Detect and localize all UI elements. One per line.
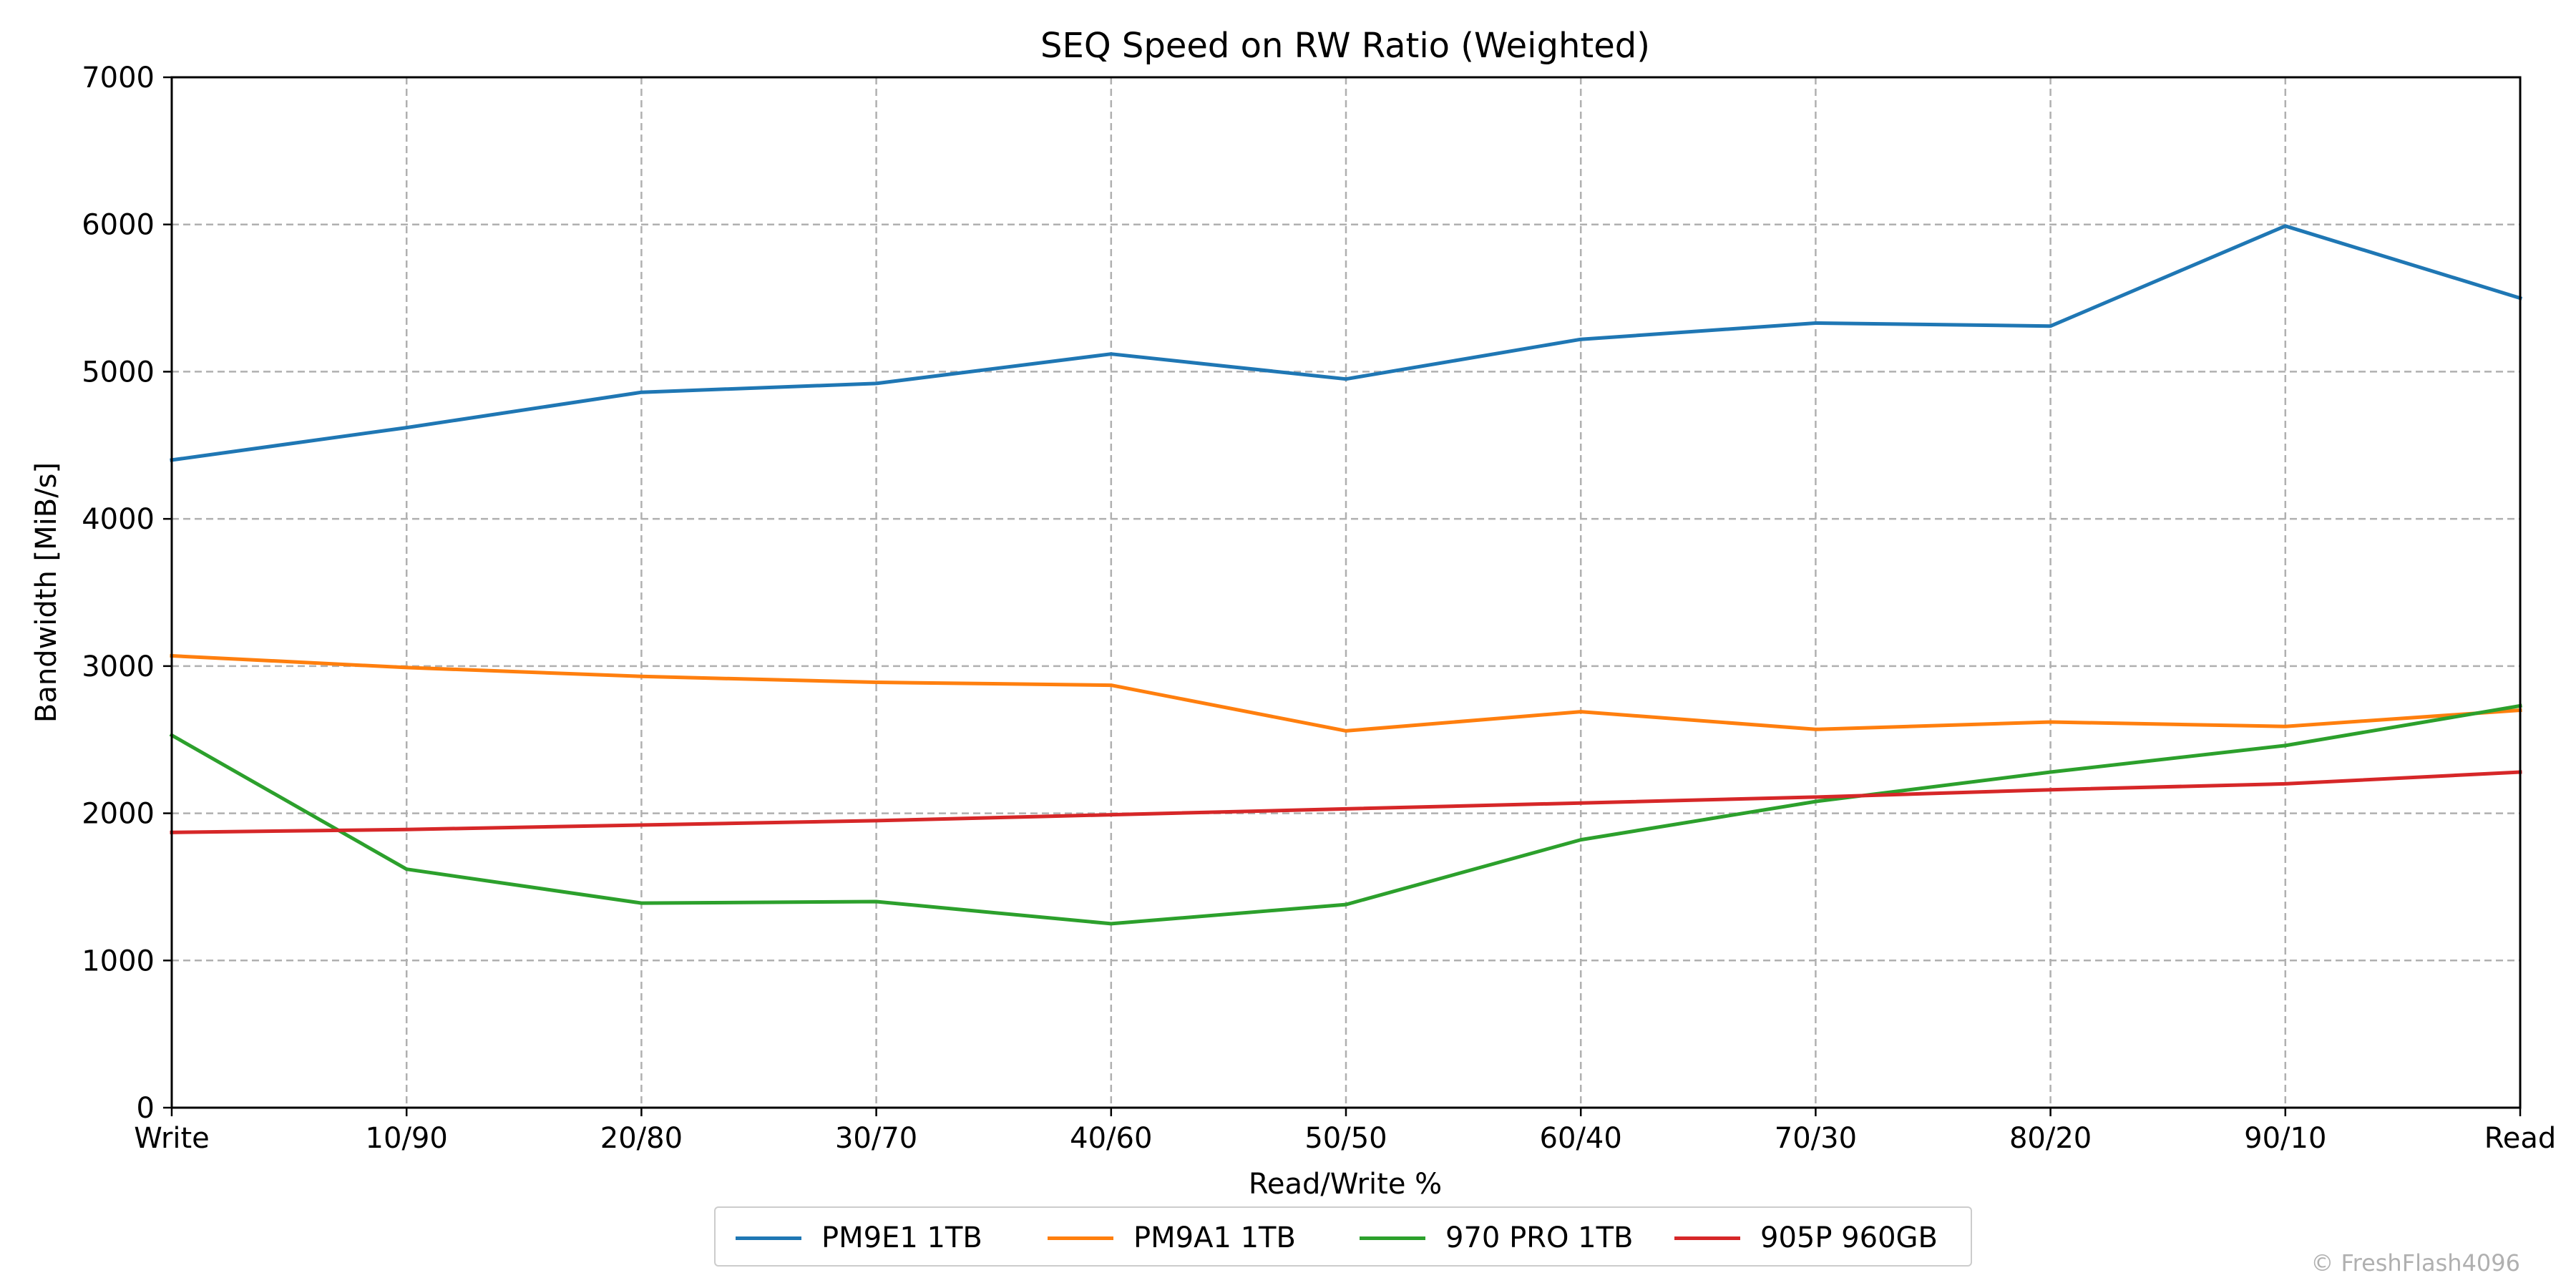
y-tick-label: 6000 — [82, 209, 155, 242]
chart-title: SEQ Speed on RW Ratio (Weighted) — [1040, 26, 1650, 66]
legend-item: PM9E1 1TB — [736, 1208, 982, 1268]
x-tick-label: 90/10 — [2244, 1122, 2326, 1155]
y-axis-label: Bandwidth [MiB/s] — [30, 462, 63, 723]
legend-label: 905P 960GB — [1760, 1221, 1938, 1254]
x-axis-label: Read/Write % — [1249, 1168, 1442, 1201]
legend-swatch — [1360, 1236, 1425, 1240]
y-tick-label: 7000 — [82, 62, 155, 94]
x-tick-label: 30/70 — [835, 1122, 917, 1155]
legend-label: 970 PRO 1TB — [1445, 1221, 1634, 1254]
x-tick-label: 70/30 — [1775, 1122, 1857, 1155]
x-tick-label: 40/60 — [1070, 1122, 1152, 1155]
legend-swatch — [1674, 1236, 1740, 1240]
legend: PM9E1 1TB PM9A1 1TB 970 PRO 1TB 905P 960GB — [714, 1206, 1972, 1267]
x-tick-label: 50/50 — [1304, 1122, 1387, 1155]
legend-item: PM9A1 1TB — [1048, 1208, 1296, 1268]
x-tick-label: Read — [2484, 1122, 2557, 1155]
series-layer — [169, 224, 2523, 926]
y-tick-label: 2000 — [82, 798, 155, 831]
legend-swatch — [1048, 1236, 1113, 1240]
grid-lines — [172, 77, 2520, 1108]
series-line-2 — [169, 703, 2522, 926]
y-tick-label: 0 — [137, 1092, 155, 1125]
legend-swatch — [736, 1236, 801, 1240]
y-tick-label: 1000 — [82, 945, 155, 977]
x-tick-label: Write — [134, 1122, 210, 1155]
series-line-1 — [170, 653, 2522, 733]
y-tick-label: 4000 — [82, 503, 155, 536]
series-line-3 — [170, 770, 2522, 834]
watermark: © FreshFlash4096 — [2311, 1249, 2520, 1277]
series-line-0 — [170, 224, 2523, 462]
y-tick-label: 3000 — [82, 650, 155, 683]
x-tick-label: 60/40 — [1540, 1122, 1622, 1155]
y-axis: 0 1000 2000 3000 4000 5000 6000 7000 — [82, 62, 172, 1125]
x-tick-label: 10/90 — [366, 1122, 448, 1155]
legend-label: PM9A1 1TB — [1133, 1221, 1296, 1254]
x-tick-label: 20/80 — [600, 1122, 683, 1155]
y-tick-label: 5000 — [82, 356, 155, 389]
legend-item: 905P 960GB — [1674, 1208, 1938, 1268]
x-axis: Write 10/90 20/80 30/70 40/60 50/50 60/40 70/30… — [134, 1108, 2556, 1155]
legend-item: 970 PRO 1TB — [1360, 1208, 1634, 1268]
x-tick-label: 80/20 — [2009, 1122, 2092, 1155]
legend-label: PM9E1 1TB — [821, 1221, 982, 1254]
